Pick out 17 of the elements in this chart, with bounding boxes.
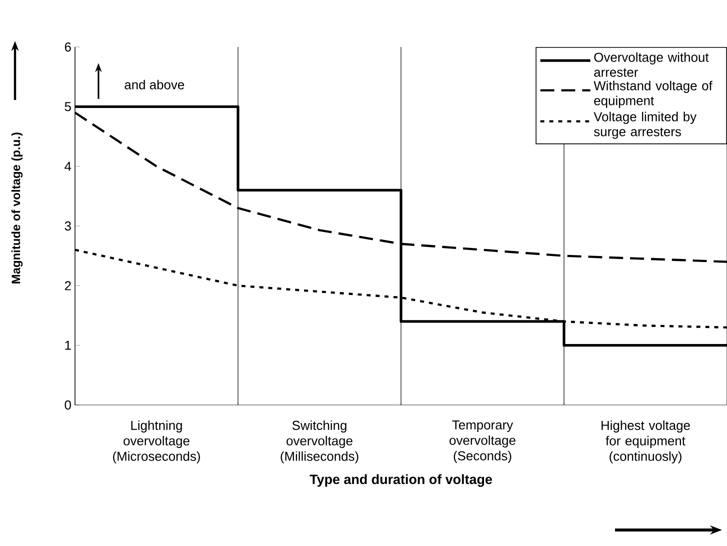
legend-label: Overvoltage without arrester <box>594 52 709 77</box>
x-tick-label: Temporary overvoltage (Seconds) <box>450 420 516 463</box>
y-tick-label: 5 <box>64 102 71 112</box>
x-tick-label: Lightning overvoltage (Microseconds) <box>113 420 200 464</box>
legend-label: Voltage limited by surge arresters <box>594 112 697 139</box>
y-tick-label: 3 <box>64 221 71 231</box>
y-tick-label: 0 <box>64 400 71 410</box>
y-tick-label: 2 <box>64 281 71 290</box>
x-tick-label: Switching overvoltage (Milliseconds) <box>280 420 358 464</box>
y-tick-label: 6 <box>64 42 71 52</box>
y-axis-title: Magnitude of voltage (p.u.) <box>11 132 23 284</box>
y-tick-label: 1 <box>65 340 71 350</box>
annotation: and above <box>124 80 184 90</box>
x-tick-label: Highest voltage for equipment (continuosly) <box>602 420 690 464</box>
x-axis-title: Type and duration of voltage <box>310 474 492 487</box>
y-tick-label: 4 <box>64 162 72 171</box>
legend-label: Withstand voltage of equipment <box>594 80 712 108</box>
